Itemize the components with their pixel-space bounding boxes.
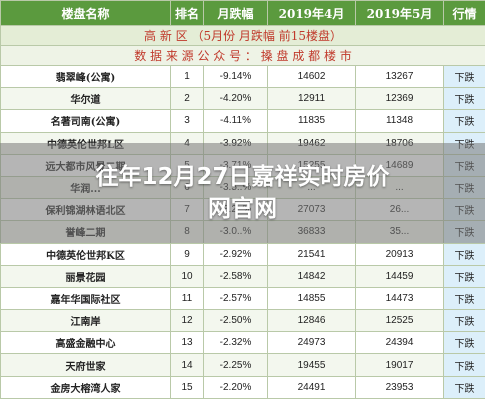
title-overlay: 往年12月27日嘉祥实时房价网官网 [0,143,485,243]
cell-name: 名著司南(公寓) [0,109,171,133]
cell-name: 华尔道 [0,87,171,111]
cell-rank: 10 [170,264,204,288]
cell-rank: 9 [170,242,204,266]
cell-name: 江南岸 [0,309,171,333]
cell-apr: 12911 [267,87,356,111]
cell-name: 中德英伦世邦K区 [0,242,171,266]
cell-apr: 14842 [267,264,356,288]
cell-apr: 21541 [267,242,356,266]
cell-may: 13267 [355,64,444,89]
cell-may: 12369 [355,87,444,111]
cell-rank: 3 [170,109,204,133]
cell-apr: 19455 [267,353,356,377]
table-row: 天府世家 14 -2.25% 19455 19017 下跌 [0,353,485,377]
header-trend: 行情 [443,0,485,26]
cell-name: 天府世家 [0,353,171,377]
cell-name: 嘉年华国际社区 [0,286,171,311]
cell-apr: 24973 [267,331,356,355]
cell-trend: 下跌 [443,87,485,111]
cell-name: 高盛金融中心 [0,331,171,355]
cell-trend: 下跌 [443,286,485,311]
cell-apr: 14855 [267,286,356,311]
cell-trend: 下跌 [443,64,485,89]
table-row: 华尔道 2 -4.20% 12911 12369 下跌 [0,87,485,111]
cell-change: -4.11% [203,109,268,133]
cell-change: -2.25% [203,353,268,377]
cell-name: 金房大榕湾人家 [0,375,171,399]
cell-may: 11348 [355,109,444,133]
cell-rank: 14 [170,353,204,377]
cell-change: -2.92% [203,242,268,266]
cell-trend: 下跌 [443,309,485,333]
table-row: 嘉年华国际社区 11 -2.57% 14855 14473 下跌 [0,286,485,311]
cell-trend: 下跌 [443,264,485,288]
cell-trend: 下跌 [443,375,485,399]
district-banner: 高 新 区 （5月份 月跌幅 前15楼盘） [0,25,485,46]
table-row: 丽景花园 10 -2.58% 14842 14459 下跌 [0,264,485,288]
cell-trend: 下跌 [443,353,485,377]
cell-trend: 下跌 [443,109,485,133]
cell-rank: 2 [170,87,204,111]
source-banner-row: 数 据 来 源 公 众 号 ： 搡 盘 成 都 楼 市 [0,45,485,66]
source-banner: 数 据 来 源 公 众 号 ： 搡 盘 成 都 楼 市 [0,45,485,66]
table-row: 名著司南(公寓) 3 -4.11% 11835 11348 下跌 [0,109,485,133]
cell-change: -2.50% [203,309,268,333]
cell-trend: 下跌 [443,331,485,355]
cell-may: 19017 [355,353,444,377]
cell-may: 20913 [355,242,444,266]
cell-change: -4.20% [203,87,268,111]
cell-change: -9.14% [203,64,268,89]
cell-may: 14473 [355,286,444,311]
table-row: 翡翠峰(公寓) 1 -9.14% 14602 13267 下跌 [0,64,485,89]
header-name: 楼盘名称 [0,0,171,26]
cell-apr: 12846 [267,309,356,333]
cell-rank: 11 [170,286,204,311]
cell-may: 14459 [355,264,444,288]
table-row: 高盛金融中心 13 -2.32% 24973 24394 下跌 [0,331,485,355]
table-header-row: 楼盘名称 排名 月跌幅 2019年4月 2019年5月 行情 [0,0,485,26]
cell-change: -2.57% [203,286,268,311]
cell-trend: 下跌 [443,242,485,266]
cell-rank: 1 [170,64,204,89]
header-april: 2019年4月 [267,0,356,26]
header-change: 月跌幅 [203,0,268,26]
table-row: 金房大榕湾人家 15 -2.20% 24491 23953 下跌 [0,375,485,399]
cell-name: 翡翠峰(公寓) [0,64,171,89]
cell-rank: 12 [170,309,204,333]
table-row: 中德英伦世邦K区 9 -2.92% 21541 20913 下跌 [0,242,485,266]
cell-rank: 15 [170,375,204,399]
cell-may: 12525 [355,309,444,333]
header-rank: 排名 [170,0,204,26]
cell-change: -2.58% [203,264,268,288]
cell-apr: 14602 [267,64,356,89]
cell-change: -2.32% [203,331,268,355]
cell-change: -2.20% [203,375,268,399]
cell-name: 丽景花园 [0,264,171,288]
cell-apr: 24491 [267,375,356,399]
table-row: 江南岸 12 -2.50% 12846 12525 下跌 [0,309,485,333]
district-banner-row: 高 新 区 （5月份 月跌幅 前15楼盘） [0,25,485,46]
header-may: 2019年5月 [355,0,444,26]
cell-may: 23953 [355,375,444,399]
cell-may: 24394 [355,331,444,355]
overlay-title: 往年12月27日嘉祥实时房价网官网 [95,164,390,222]
cell-apr: 11835 [267,109,356,133]
cell-rank: 13 [170,331,204,355]
